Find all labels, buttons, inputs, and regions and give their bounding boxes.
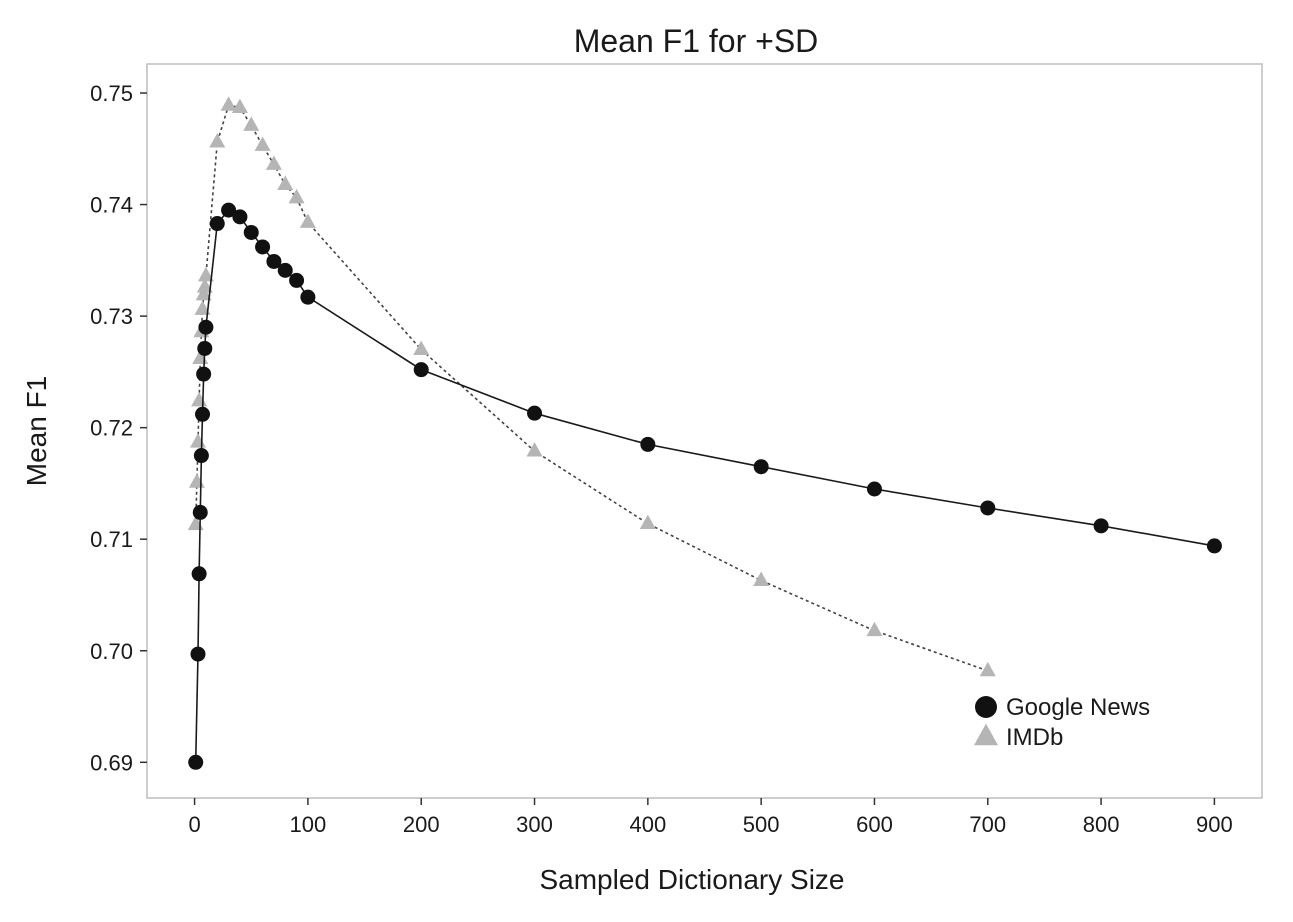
legend-circle-key <box>975 696 997 718</box>
x-tick-label: 900 <box>1196 812 1233 837</box>
data-point-triangle <box>753 571 770 586</box>
data-point-circle <box>198 319 214 335</box>
x-axis: 0 100 200 300 400 500 600 700 800 900 <box>188 798 1233 837</box>
data-point-circle <box>255 239 271 255</box>
data-point-circle <box>289 272 305 288</box>
y-tick-label: 0.69 <box>90 750 133 775</box>
legend-triangle-key <box>974 723 998 746</box>
data-point-triangle <box>209 133 226 148</box>
data-point-circle <box>209 216 225 232</box>
data-point-triangle <box>197 267 214 282</box>
data-point-circle <box>188 754 204 770</box>
data-point-circle <box>195 406 211 422</box>
data-point-triangle <box>277 175 294 190</box>
x-tick-label: 0 <box>188 812 200 837</box>
y-tick-label: 0.72 <box>90 416 133 441</box>
data-point-circle <box>190 646 206 662</box>
data-point-triangle <box>243 116 260 131</box>
data-point-triangle <box>220 96 237 111</box>
data-point-triangle <box>254 136 271 151</box>
data-point-triangle <box>288 188 305 204</box>
x-tick-label: 400 <box>629 812 666 837</box>
x-tick-label: 800 <box>1083 812 1120 837</box>
data-point-circle <box>527 405 543 421</box>
data-point-triangle <box>866 621 883 637</box>
data-point-circle <box>197 340 213 356</box>
data-point-circle <box>277 262 293 278</box>
data-point-triangle <box>526 442 543 457</box>
x-tick-label: 500 <box>743 812 780 837</box>
x-tick-label: 600 <box>856 812 893 837</box>
data-point-circle <box>300 289 316 305</box>
data-point-triangle <box>265 155 282 170</box>
legend-label: IMDb <box>1006 724 1063 751</box>
chart-title: Mean F1 for +SD <box>574 23 819 59</box>
data-point-circle <box>1206 538 1222 554</box>
series-layer <box>187 96 1222 770</box>
data-point-triangle <box>196 278 213 293</box>
data-point-circle <box>196 366 212 382</box>
data-point-circle <box>980 500 996 516</box>
series-google-news <box>188 202 1222 770</box>
data-point-circle <box>221 202 237 218</box>
y-tick-label: 0.74 <box>90 193 133 218</box>
legend: Google News IMDb <box>974 694 1150 751</box>
data-point-circle <box>413 362 429 378</box>
y-axis-title: Mean F1 <box>21 376 52 487</box>
data-point-triangle <box>299 213 316 228</box>
x-tick-label: 100 <box>290 812 327 837</box>
legend-label: Google News <box>1006 694 1150 721</box>
data-point-triangle <box>639 514 656 530</box>
data-point-triangle <box>195 285 212 301</box>
x-tick-label: 700 <box>969 812 1006 837</box>
data-point-circle <box>266 253 282 269</box>
x-tick-label: 300 <box>516 812 553 837</box>
data-point-circle <box>640 436 656 452</box>
y-tick-label: 0.75 <box>90 81 133 106</box>
data-point-circle <box>243 224 259 240</box>
data-point-circle <box>191 566 207 582</box>
data-point-circle <box>1093 518 1109 534</box>
data-point-circle <box>193 448 209 464</box>
y-tick-label: 0.70 <box>90 639 133 664</box>
data-point-circle <box>753 459 769 475</box>
x-tick-label: 200 <box>403 812 440 837</box>
data-point-triangle <box>979 661 996 677</box>
y-axis: 0.69 0.70 0.71 0.72 0.73 0.74 0.75 <box>90 81 147 775</box>
y-tick-label: 0.73 <box>90 304 133 329</box>
y-tick-label: 0.71 <box>90 527 133 552</box>
plot-area-frame <box>146 63 1263 799</box>
x-axis-title: Sampled Dictionary Size <box>539 864 844 895</box>
data-point-circle <box>232 209 248 225</box>
data-point-triangle <box>413 340 430 356</box>
data-point-triangle <box>194 300 211 315</box>
data-point-circle <box>192 504 208 520</box>
data-point-triangle <box>231 98 248 113</box>
data-point-circle <box>866 481 882 497</box>
